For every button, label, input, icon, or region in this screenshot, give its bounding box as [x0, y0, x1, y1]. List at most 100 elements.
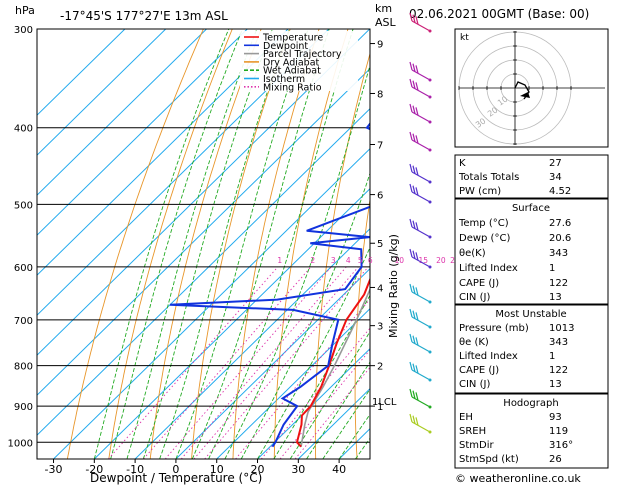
temperature-tick-label: 0 [172, 463, 179, 476]
surface-row-label: θe(K) [459, 248, 486, 259]
wind-barb-flag [415, 222, 419, 231]
temperature-line [295, 276, 370, 448]
mu-row-label: Pressure (mb) [459, 323, 529, 334]
totals-totals-value: 34 [549, 172, 562, 183]
wet-adiabat-line [208, 29, 354, 459]
wet-adiabat-line [224, 63, 370, 459]
pw-value: 4.52 [549, 186, 571, 197]
km-tick-label: 2 [377, 362, 383, 373]
mixing-ratio-label: 5 [358, 256, 363, 265]
temperature-tick-label: -30 [45, 463, 63, 476]
surface-row-value: 13 [549, 292, 562, 303]
km-tick-label: 5 [377, 239, 383, 250]
wind-barb-dot [428, 148, 432, 152]
surface-title: Surface [512, 203, 550, 214]
mu-row-label: CAPE (J) [459, 365, 499, 376]
most-unstable-table: Most Unstable Pressure (mb) 1013 θe (K) … [454, 304, 609, 394]
wind-barb-dot [428, 78, 432, 82]
wind-barb-flag [412, 14, 416, 23]
hodograph-storm-arrow [520, 92, 530, 98]
surface-frame [454, 198, 609, 305]
pw-label: PW (cm) [459, 186, 501, 197]
wind-barb-dot [428, 325, 432, 329]
mixing-ratio-label: 1 [277, 256, 282, 265]
mixing-ratio-lines [108, 266, 370, 459]
isotherm-line [37, 68, 370, 396]
hpa-label: hPa [15, 4, 35, 17]
surface-row-label: CIN (J) [459, 292, 490, 303]
dry-adiabat-line [66, 29, 204, 459]
indices-table: K 27 Totals Totals 34 PW (cm) 4.52 [454, 154, 609, 199]
wind-barb-flag [412, 363, 416, 372]
hodo-row-label: SREH [459, 426, 486, 437]
surface-row-value: 122 [549, 278, 568, 289]
wind-barb-flag [409, 61, 413, 71]
wind-barb-flag [412, 220, 416, 229]
km-tick-label: 6 [377, 191, 383, 202]
wind-barb-flag [412, 285, 416, 294]
wind-barb-flag [412, 80, 416, 89]
isotherm-line [175, 268, 370, 459]
hodo-row-label: StmSpd (kt) [459, 454, 519, 465]
wind-barb-flag [409, 163, 413, 173]
isotherm-line [37, 29, 207, 196]
wind-barb-flag [415, 167, 419, 176]
mixing-ratio-line [204, 266, 369, 459]
wind-barb-dot [428, 235, 432, 239]
wet-adiabat-line [93, 29, 230, 459]
hodograph-table-frame [454, 393, 609, 469]
temperature-tick-label: -10 [126, 463, 144, 476]
isotherm-line [216, 308, 370, 459]
temperature-tick-label: 30 [291, 463, 305, 476]
mixing-ratio-line [279, 349, 370, 459]
wind-barb-dot [428, 29, 432, 33]
k-index-value: 27 [549, 158, 562, 169]
parcel-trajectory-line [300, 287, 370, 447]
wind-barb-flag [409, 283, 413, 293]
surface-row-label: Temp (°C) [458, 218, 509, 229]
wind-barb-flag [409, 183, 413, 193]
dry-adiabat-line [273, 29, 349, 459]
wind-barb-flag [412, 310, 416, 319]
pressure-tick-label: 300 [14, 25, 33, 36]
mixing-ratio-axis-label: Mixing Ratio (g/kg) [387, 234, 400, 338]
wind-barb-flag [415, 252, 419, 261]
mixing-ratio-label: 2 [310, 256, 315, 265]
mixing-ratio-line [193, 266, 359, 459]
km-tick-label: 3 [377, 322, 383, 333]
wet-adiabat-line [159, 29, 290, 459]
surface-row-value: 20.6 [549, 233, 571, 244]
mixing-ratio-label: 10 [394, 256, 404, 265]
dry-adiabat-line [149, 29, 262, 459]
wet-adiabat-line [257, 246, 370, 459]
km-label: km [375, 2, 392, 15]
location-title: -17°45'S 177°27'E 13m ASL [60, 9, 228, 23]
pressure-tick-label: 900 [14, 402, 33, 413]
temperature-tick-label: -20 [85, 463, 103, 476]
wind-barb-flag [409, 12, 413, 22]
most-unstable-frame [454, 304, 609, 394]
mixing-ratio-label: 3 [331, 256, 336, 265]
asl-label: ASL [375, 16, 397, 29]
wind-barb-flag [412, 335, 416, 344]
temperature-tick-labels: -30 -20 -10 0 10 20 30 40 [45, 459, 346, 476]
wind-barb-flag [412, 415, 416, 424]
copyright-text: © weatheronline.co.uk [455, 472, 581, 485]
pressure-tick-label: 500 [14, 200, 33, 211]
wind-barb-flag [412, 63, 416, 72]
dry-adiabat-line [354, 197, 370, 459]
wet-adiabat-line [110, 29, 243, 459]
wet-adiabat-line [126, 29, 258, 459]
legend-entry: Mixing Ratio [263, 82, 322, 93]
wind-barb-flag [409, 361, 413, 371]
mixing-ratio-line [235, 298, 370, 459]
surface-row-label: Lifted Index [459, 263, 518, 274]
surface-row-label: CAPE (J) [459, 278, 499, 289]
temperature-tick-label: 10 [210, 463, 224, 476]
isobar-lines [37, 29, 370, 443]
mixing-ratio-line [164, 266, 332, 459]
mixing-ratio-line [143, 266, 312, 459]
wind-barb-flag [409, 388, 413, 398]
